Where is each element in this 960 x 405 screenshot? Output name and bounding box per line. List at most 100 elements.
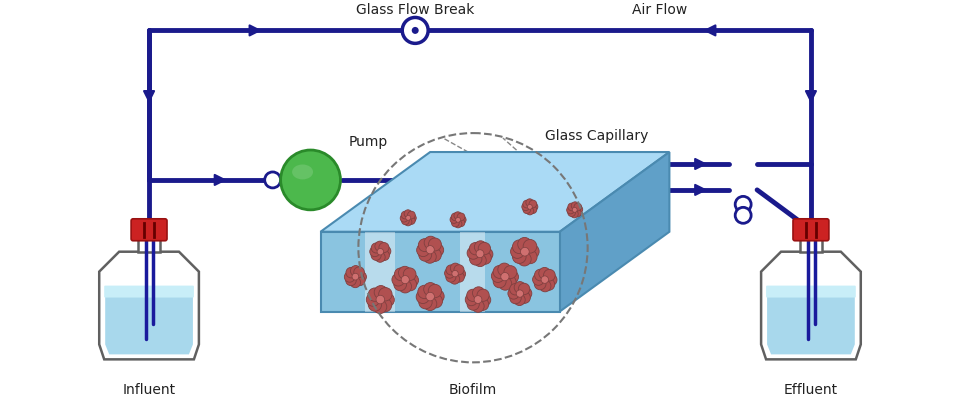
Polygon shape xyxy=(560,153,669,312)
Circle shape xyxy=(403,268,416,281)
Text: Effluent: Effluent xyxy=(784,382,838,396)
Text: Influent: Influent xyxy=(123,382,176,396)
Circle shape xyxy=(378,299,392,312)
Circle shape xyxy=(499,277,512,290)
Circle shape xyxy=(520,248,529,256)
Polygon shape xyxy=(366,232,396,312)
Circle shape xyxy=(406,216,411,221)
FancyBboxPatch shape xyxy=(766,286,855,298)
Circle shape xyxy=(431,290,444,303)
Circle shape xyxy=(423,297,437,311)
Circle shape xyxy=(401,276,409,284)
Circle shape xyxy=(476,250,484,258)
Circle shape xyxy=(467,290,479,302)
Circle shape xyxy=(454,265,464,275)
Circle shape xyxy=(478,243,491,255)
Circle shape xyxy=(492,270,504,283)
Circle shape xyxy=(404,210,412,218)
Circle shape xyxy=(498,263,511,276)
Circle shape xyxy=(529,200,537,208)
FancyBboxPatch shape xyxy=(105,286,194,298)
Circle shape xyxy=(350,277,361,288)
Circle shape xyxy=(346,268,356,278)
Circle shape xyxy=(477,290,490,302)
Circle shape xyxy=(574,204,582,211)
Circle shape xyxy=(401,212,409,220)
Circle shape xyxy=(513,240,526,254)
Circle shape xyxy=(456,218,461,223)
Circle shape xyxy=(476,298,489,311)
Text: Air Flow: Air Flow xyxy=(632,4,687,17)
Circle shape xyxy=(431,244,444,257)
Circle shape xyxy=(567,209,575,217)
Circle shape xyxy=(454,212,462,220)
Bar xyxy=(800,230,822,252)
Circle shape xyxy=(468,247,479,260)
FancyBboxPatch shape xyxy=(460,153,663,175)
Circle shape xyxy=(472,287,485,299)
Circle shape xyxy=(506,271,518,284)
Circle shape xyxy=(402,18,428,44)
Ellipse shape xyxy=(292,165,313,180)
Circle shape xyxy=(400,215,408,222)
Circle shape xyxy=(404,219,412,226)
Circle shape xyxy=(523,207,531,214)
Circle shape xyxy=(429,295,443,308)
Circle shape xyxy=(265,173,280,188)
Circle shape xyxy=(474,241,487,254)
Circle shape xyxy=(735,208,751,224)
Circle shape xyxy=(378,288,392,301)
Circle shape xyxy=(501,273,509,281)
Circle shape xyxy=(568,204,576,211)
Circle shape xyxy=(412,28,419,35)
Circle shape xyxy=(459,217,467,224)
Polygon shape xyxy=(761,252,861,360)
Circle shape xyxy=(493,275,506,288)
Circle shape xyxy=(398,281,412,293)
Circle shape xyxy=(425,166,442,181)
Circle shape xyxy=(419,249,432,262)
Circle shape xyxy=(408,212,416,220)
Circle shape xyxy=(428,285,442,298)
Circle shape xyxy=(543,270,555,281)
Circle shape xyxy=(372,243,381,254)
Circle shape xyxy=(352,274,359,280)
Circle shape xyxy=(527,205,532,210)
Circle shape xyxy=(510,284,521,295)
Circle shape xyxy=(406,274,419,287)
Circle shape xyxy=(572,208,577,213)
Circle shape xyxy=(395,268,407,281)
Circle shape xyxy=(371,251,381,261)
Circle shape xyxy=(523,240,537,254)
Polygon shape xyxy=(460,232,485,312)
Circle shape xyxy=(457,213,465,221)
Circle shape xyxy=(457,220,465,227)
Circle shape xyxy=(520,288,532,299)
Circle shape xyxy=(417,290,429,304)
Circle shape xyxy=(417,244,429,257)
Circle shape xyxy=(426,246,434,254)
Circle shape xyxy=(370,247,380,257)
Circle shape xyxy=(504,266,516,279)
Circle shape xyxy=(356,272,367,282)
Circle shape xyxy=(472,301,484,313)
Circle shape xyxy=(350,266,361,277)
Circle shape xyxy=(451,213,459,221)
Circle shape xyxy=(376,296,385,304)
Circle shape xyxy=(409,166,425,181)
Circle shape xyxy=(575,206,583,214)
Circle shape xyxy=(423,251,436,264)
Circle shape xyxy=(468,298,479,311)
Circle shape xyxy=(466,294,477,306)
Circle shape xyxy=(379,243,389,253)
Circle shape xyxy=(533,274,544,286)
Circle shape xyxy=(503,276,516,289)
Circle shape xyxy=(508,288,519,299)
Circle shape xyxy=(381,294,395,307)
Circle shape xyxy=(280,151,341,210)
Circle shape xyxy=(474,296,482,304)
Circle shape xyxy=(450,264,461,273)
Circle shape xyxy=(398,266,411,279)
Circle shape xyxy=(526,199,534,207)
Circle shape xyxy=(535,279,546,290)
